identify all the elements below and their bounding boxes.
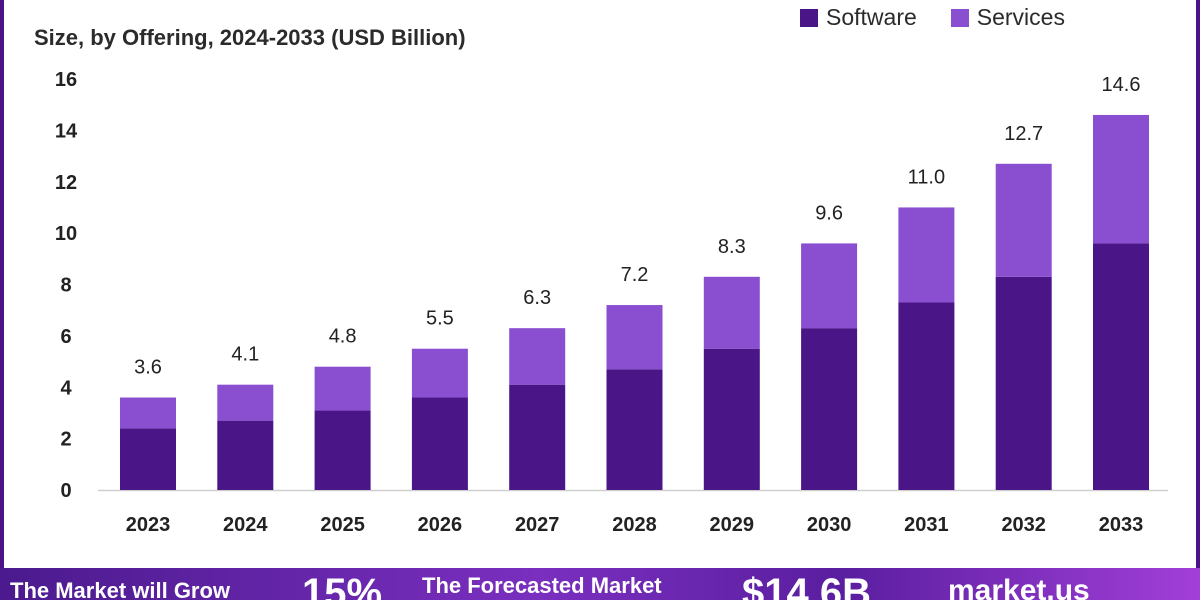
y-tick-label: 16 bbox=[55, 69, 77, 91]
summary-banner: The Market will Grow 15% The Forecasted … bbox=[0, 568, 1200, 600]
legend-item-services: Services bbox=[950, 4, 1065, 31]
bar-total-label: 6.3 bbox=[523, 287, 551, 309]
bar-services-2031 bbox=[898, 207, 955, 303]
y-tick-label: 0 bbox=[60, 480, 71, 502]
banner-forecast-text: The Forecasted Market bbox=[422, 573, 662, 598]
bar-total-label: 3.6 bbox=[134, 357, 162, 379]
bar-software-2029 bbox=[703, 348, 760, 490]
bar-services-2030 bbox=[801, 243, 858, 329]
bar-services-2032 bbox=[995, 163, 1052, 277]
right-frame-border bbox=[1196, 0, 1200, 570]
y-tick-label: 4 bbox=[60, 377, 72, 399]
legend-swatch-services bbox=[950, 8, 969, 27]
bar-chart: 0 2 4 6 8 10 12 14 16 3.6 2023 4.1 2024 4.8 2025 5.5 202… bbox=[55, 69, 1168, 536]
x-tick-label: 2025 bbox=[320, 514, 365, 536]
bar-software-2032 bbox=[995, 276, 1052, 490]
bar-services-2033 bbox=[1093, 114, 1149, 244]
x-tick-label: 2032 bbox=[1001, 514, 1046, 536]
x-tick-label: 2029 bbox=[710, 514, 755, 536]
legend-label-services: Services bbox=[976, 4, 1065, 30]
x-tick-label: 2026 bbox=[418, 514, 463, 536]
bar-services-2023 bbox=[120, 397, 176, 429]
banner-grow-text: The Market will Grow bbox=[10, 578, 231, 600]
brand-logo: market.us bbox=[948, 574, 1090, 600]
y-tick-label: 10 bbox=[55, 223, 77, 245]
bar-services-2027 bbox=[509, 328, 566, 385]
y-tick-label: 14 bbox=[55, 120, 78, 142]
x-tick-label: 2023 bbox=[126, 514, 171, 536]
bar-software-2025 bbox=[314, 410, 371, 490]
bar-software-2027 bbox=[509, 384, 566, 490]
bar-software-2030 bbox=[801, 328, 858, 490]
bar-software-2026 bbox=[411, 397, 468, 490]
y-tick-label: 6 bbox=[60, 326, 71, 348]
bar-software-2033 bbox=[1093, 243, 1149, 490]
bar-total-label: 4.1 bbox=[231, 344, 259, 366]
left-frame-border bbox=[0, 0, 4, 570]
y-tick-label: 12 bbox=[55, 172, 77, 194]
bar-services-2024 bbox=[217, 384, 274, 421]
legend-label-software: Software bbox=[826, 4, 917, 30]
x-tick-label: 2028 bbox=[612, 514, 657, 536]
bar-total-label: 7.2 bbox=[621, 264, 649, 286]
x-tick-label: 2030 bbox=[807, 514, 852, 536]
bar-total-label: 9.6 bbox=[815, 202, 843, 224]
bar-software-2028 bbox=[606, 369, 663, 490]
bar-services-2026 bbox=[411, 348, 468, 398]
banner-growth-rate: 15% bbox=[302, 571, 383, 600]
x-tick-label: 2027 bbox=[515, 514, 560, 536]
bar-total-label: 12.7 bbox=[1004, 123, 1043, 145]
bar-software-2024 bbox=[217, 420, 274, 490]
y-tick-label: 2 bbox=[60, 429, 71, 451]
y-tick-label: 8 bbox=[60, 275, 71, 297]
bar-software-2031 bbox=[898, 302, 955, 490]
chart-title: Size, by Offering, 2024-2033 (USD Billio… bbox=[34, 25, 466, 50]
banner-forecast-value: $14.6B bbox=[742, 571, 871, 600]
bar-services-2025 bbox=[314, 366, 371, 411]
x-tick-label: 2024 bbox=[223, 514, 268, 536]
bar-total-label: 14.6 bbox=[1102, 74, 1141, 96]
bar-services-2029 bbox=[703, 276, 760, 349]
bar-software-2023 bbox=[120, 428, 176, 490]
x-tick-label: 2031 bbox=[904, 514, 949, 536]
bar-total-label: 11.0 bbox=[908, 166, 945, 188]
bar-total-label: 8.3 bbox=[718, 236, 746, 258]
bar-services-2028 bbox=[606, 305, 663, 370]
bar-total-label: 5.5 bbox=[426, 308, 454, 330]
chart-legend: Software Services bbox=[800, 4, 1065, 31]
x-tick-label: 2033 bbox=[1099, 514, 1144, 536]
bar-total-label: 4.8 bbox=[329, 326, 357, 348]
legend-swatch-software bbox=[800, 8, 818, 27]
legend-item-software: Software bbox=[800, 4, 917, 31]
